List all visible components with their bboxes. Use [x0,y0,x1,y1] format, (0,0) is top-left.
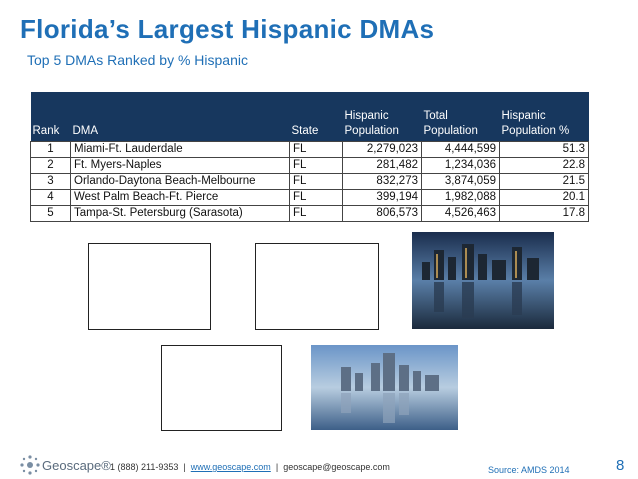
table-cell: 832,273 [342,173,422,190]
logo-text: Geoscape® [42,458,111,473]
image-placeholder [255,243,379,330]
column-header: Rank [30,92,71,142]
table-cell: 806,573 [342,205,422,222]
separator: | [183,462,186,472]
page-number: 8 [616,457,625,474]
table-cell: 21.5 [499,173,589,190]
logo-mark [20,455,40,475]
table-cell: 281,482 [342,157,422,174]
table-cell: 399,194 [342,189,422,206]
table-cell: 4 [30,189,71,206]
table-row: 1 Miami-Ft. Lauderdale FL 2,279,023 4,444,59… [30,141,589,158]
column-header: DMA [70,92,290,142]
table-cell: 51.3 [499,141,589,158]
table-cell: FL [289,189,343,206]
table-cell: West Palm Beach-Ft. Pierce [70,189,290,206]
table-cell: 17.8 [499,205,589,222]
image-placeholder [88,243,211,330]
city-photo [412,232,554,329]
table-cell: Miami-Ft. Lauderdale [70,141,290,158]
phone: 1 (888) 211-9353 [110,462,179,472]
city-photo [311,345,458,430]
email: geoscape@geoscape.com [283,462,390,472]
table-row: 5 Tampa-St. Petersburg (Sarasota) FL 806,57… [30,205,589,222]
table-row: 2 Ft. Myers-Naples FL 281,482 1,234,036 22.8 [30,157,589,174]
table-cell: Tampa-St. Petersburg (Sarasota) [70,205,290,222]
header-row: Rank DMA State Hispanic Population Total Pop… [30,92,589,142]
subtitle: Top 5 DMAs Ranked by % Hispanic [27,52,248,68]
table-body: 1 Miami-Ft. Lauderdale FL 2,279,023 4,444,59… [30,141,589,222]
source: Source: AMDS 2014 [488,465,570,475]
table-cell: FL [289,173,343,190]
website-link[interactable]: www.geoscape.com [190,462,271,472]
column-header: State [289,92,343,142]
column-header: Hispanic Population [342,92,422,142]
column-header: Total Population [421,92,500,142]
column-header: Hispanic Population % [499,92,589,142]
table-cell: 22.8 [499,157,589,174]
table-cell: FL [289,205,343,222]
table-cell: 4,526,463 [421,205,500,222]
table-cell: 5 [30,205,71,222]
table-cell: 1,234,036 [421,157,500,174]
table-cell: 1,982,088 [421,189,500,206]
table-cell: 3,874,059 [421,173,500,190]
title: Florida’s Largest Hispanic DMAs [20,14,435,44]
table-cell: FL [289,141,343,158]
contact-line: 1 (888) 211-9353 | www.geoscape.com | ge… [110,462,390,472]
table-cell: FL [289,157,343,174]
table-row: 3 Orlando-Daytona Beach-Melbourne FL 832,27… [30,173,589,190]
table-cell: 4,444,599 [421,141,500,158]
table-cell: 2 [30,157,71,174]
image-placeholder [161,345,282,431]
table-cell: 20.1 [499,189,589,206]
table-cell: Orlando-Daytona Beach-Melbourne [70,173,290,190]
separator: | [275,462,279,472]
table-cell: 3 [30,173,71,190]
dma-table: Rank DMA State Hispanic Population Total Pop… [30,92,589,222]
table-row: 4 West Palm Beach-Ft. Pierce FL 399,194 1,98… [30,189,589,206]
table-cell: 1 [30,141,71,158]
table-cell: Ft. Myers-Naples [70,157,290,174]
table-cell: 2,279,023 [342,141,422,158]
